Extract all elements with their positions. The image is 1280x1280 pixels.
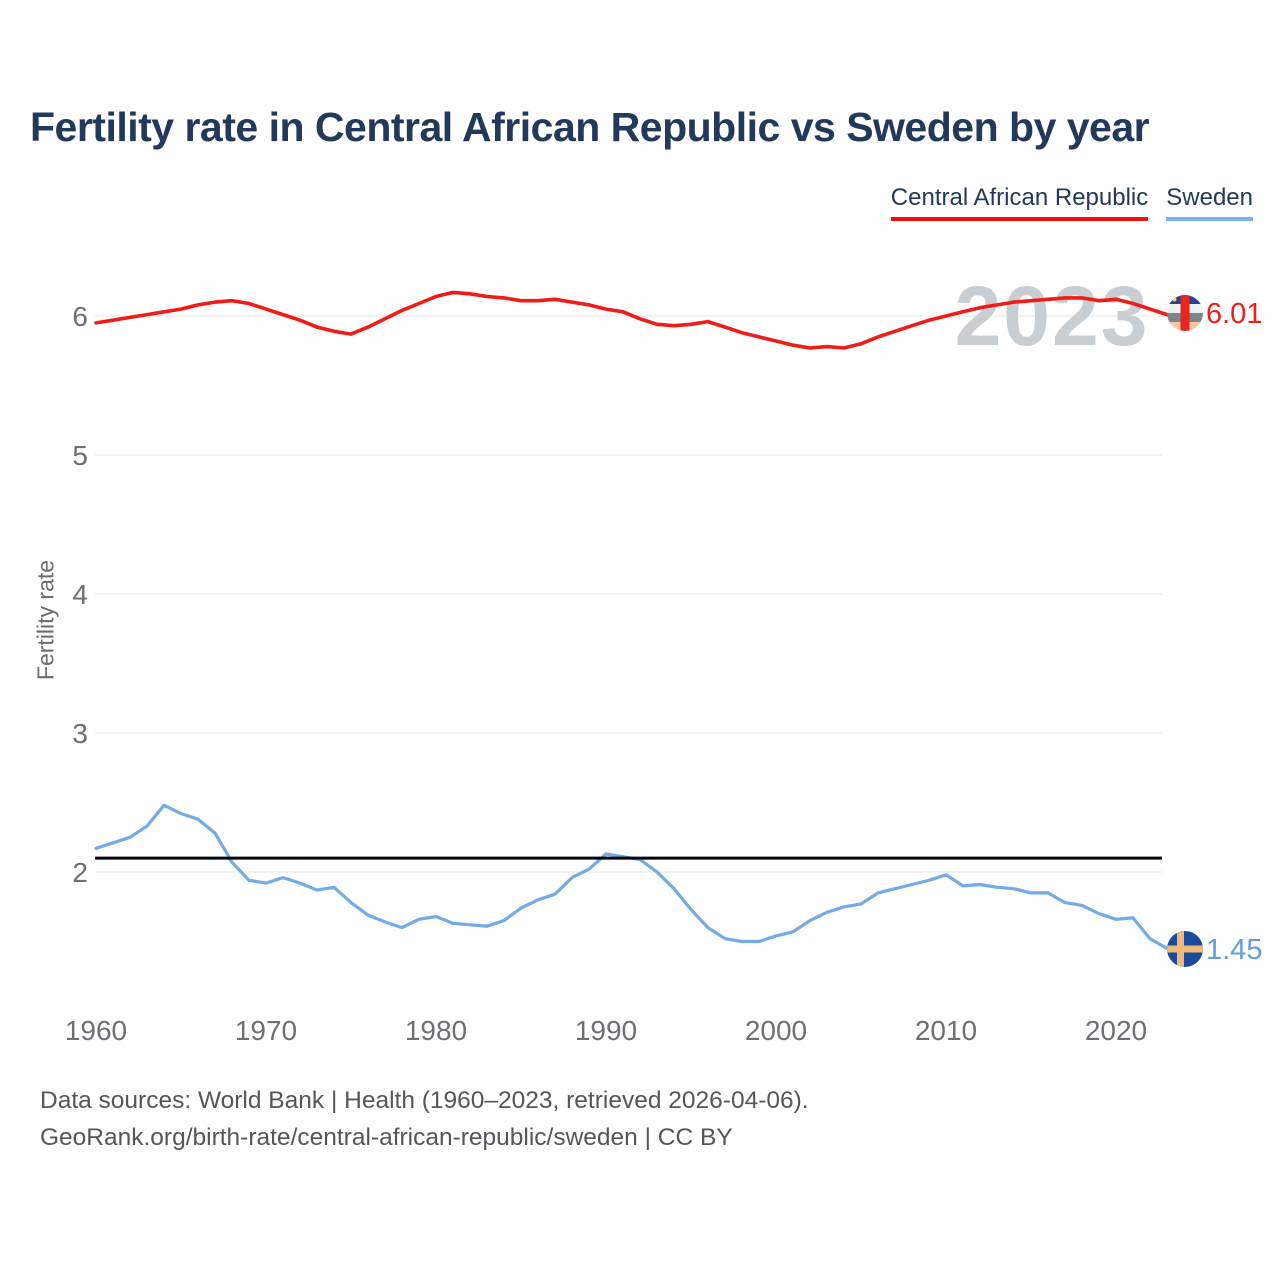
source-line-2: GeoRank.org/birth-rate/central-african-r… [40,1124,733,1151]
x-tick-2020: 2020 [1085,1015,1147,1046]
legend-item-sweden[interactable]: Sweden [1166,184,1253,221]
series-line-sweden [94,803,1169,951]
page-title: Fertility rate in Central African Republ… [30,104,1150,150]
sweden-endpoint-value: 1.45 [1206,934,1263,966]
gridlines-layer [95,315,1162,873]
y-tick-3: 3 [72,718,88,749]
x-tick-1990: 1990 [575,1015,637,1046]
source-attribution: Data sources: World Bank | Health (1960–… [40,1082,809,1156]
x-tick-2000: 2000 [745,1015,807,1046]
series-line-central-african-republic [94,290,1169,350]
y-tick-2: 2 [72,857,88,888]
x-tick-2010: 2010 [915,1015,977,1046]
y-tick-4: 4 [72,579,88,610]
legend: Central African Republic Sweden [890,184,1253,221]
legend-item-central-african-republic[interactable]: Central African Republic [890,184,1149,221]
sweden-flag-icon [1167,931,1203,967]
axis-ticks-layer: 2 3 4 5 6 1960 1970 1980 1990 2000 2010 2020 [65,301,1147,1046]
car-endpoint-value: 6.01 [1206,298,1263,330]
y-tick-5: 5 [72,440,88,471]
x-tick-1960: 1960 [65,1015,127,1046]
x-tick-1970: 1970 [235,1015,297,1046]
central-african-republic-flag-icon [1167,295,1203,331]
source-line-1: Data sources: World Bank | Health (1960–… [40,1087,809,1114]
year-watermark: 2023 [955,269,1150,363]
y-tick-6: 6 [72,301,88,332]
x-tick-1980: 1980 [405,1015,467,1046]
series-layer [94,290,1169,951]
